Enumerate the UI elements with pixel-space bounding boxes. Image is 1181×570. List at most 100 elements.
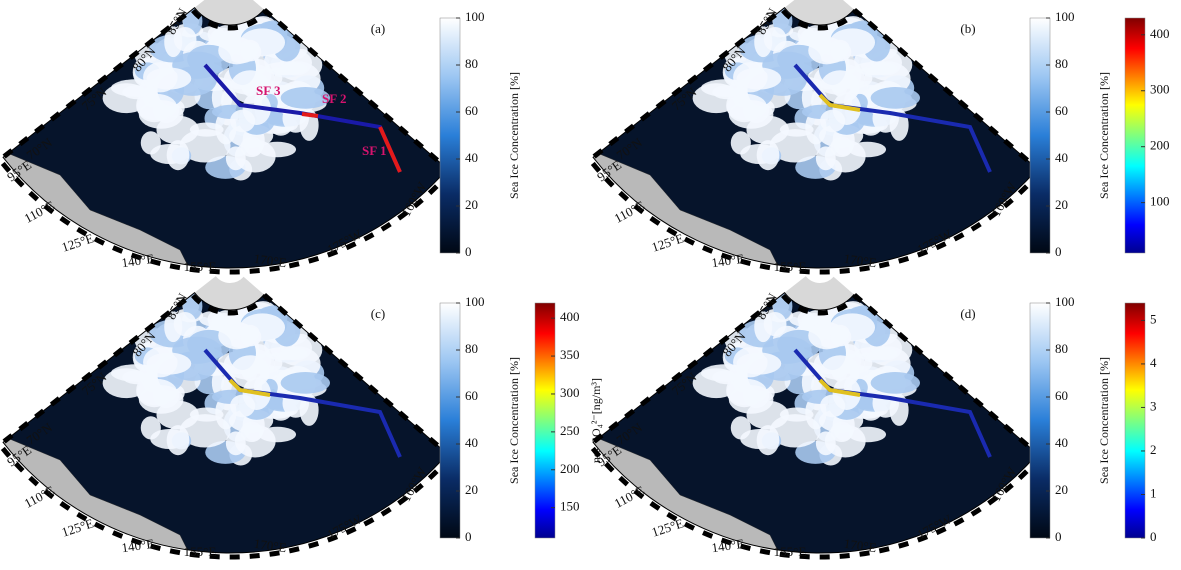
sea-ice: [230, 394, 256, 418]
track-highlight: [228, 378, 271, 397]
colorbar-tick-label: 80: [1055, 341, 1068, 356]
colorbar: [1124, 17, 1146, 254]
colorbar-tick-label: 40: [465, 150, 478, 165]
colorbar-tick-label: 0: [1055, 529, 1062, 544]
colorbar-tick-label: 0: [465, 529, 472, 544]
colorbar-title: Sea Ice Concentration [%]: [1097, 357, 1111, 484]
longitude-label: 125°E: [60, 230, 96, 254]
sea-ice: [730, 131, 751, 155]
colorbar: [1029, 302, 1051, 539]
colorbar-tick-label: 4: [1150, 355, 1157, 370]
colorbar-tick-label: 300: [560, 385, 580, 400]
longitude-label: 110°E: [22, 197, 57, 225]
sea-ice: [763, 26, 787, 52]
colorbar: [439, 17, 461, 254]
colorbar-tick-label: 100: [1055, 294, 1075, 309]
longitude-label: 125°E: [650, 230, 686, 254]
ship-track: [793, 63, 992, 173]
sea-ice: [146, 67, 192, 90]
colorbar-tick-label: 250: [560, 423, 580, 438]
sea-ice: [870, 87, 920, 109]
colorbar-tick-label: 40: [1055, 150, 1068, 165]
colorbar: [1029, 17, 1051, 254]
colorbar-tick-label: 40: [1055, 435, 1068, 450]
sea-ice: [736, 67, 782, 90]
colorbar-tick-label: 300: [1150, 82, 1170, 97]
longitude-label: 155°E: [774, 259, 807, 274]
sea-ice: [756, 140, 780, 171]
colorbar-title: Sea Ice Concentration [%]: [507, 72, 521, 199]
sea-ice: [166, 140, 190, 171]
colorbar-tick-label: 20: [1055, 197, 1068, 212]
longitude-label: 110°E: [612, 197, 647, 225]
sea-ice: [166, 425, 190, 456]
longitude-label: 155°E: [184, 259, 217, 274]
panel-label: (a): [371, 21, 385, 36]
colorbar-tick-label: 80: [1055, 56, 1068, 71]
sea-ice: [173, 26, 197, 52]
colorbar-title: Sea Ice Concentration [%]: [507, 357, 521, 484]
pole-cap: [784, 276, 854, 310]
map-frame: [2, 292, 449, 554]
panel: SF 3SF 2SF 185°N80°N75°N70°N95°E110°E125…: [0, 0, 521, 275]
colorbar-tick-label: 400: [560, 309, 580, 324]
colorbar-tick-label: 20: [465, 197, 478, 212]
map-frame: [592, 7, 1039, 269]
colorbar-tick-label: 150: [560, 499, 580, 514]
sea-ice: [156, 400, 199, 430]
colorbar-tick-label: 100: [465, 294, 485, 309]
sea-ice: [830, 327, 852, 347]
colorbar: [534, 302, 556, 539]
colorbar-tick-label: 100: [1055, 9, 1075, 24]
pole-cap: [194, 0, 264, 25]
colorbar-tick-label: 0: [1150, 529, 1157, 544]
colorbar-tick-label: 2: [1150, 442, 1157, 457]
colorbar-tick-label: 200: [1150, 138, 1170, 153]
sea-ice: [830, 42, 852, 62]
track-label: SF 1: [362, 143, 386, 158]
colorbar-tick-label: 20: [465, 482, 478, 497]
map-frame: [592, 292, 1039, 554]
track-highlight: [818, 378, 861, 397]
colorbar-tick-label: 60: [1055, 103, 1068, 118]
longitude-label: 170°E: [843, 251, 877, 270]
sea-ice: [820, 394, 846, 418]
longitude-label: 170°E: [253, 536, 287, 555]
longitude-label: 110°E: [612, 482, 647, 510]
track-segment: [301, 112, 319, 118]
longitude-label: 155°E: [184, 544, 217, 559]
frame-ticks: [0, 6, 454, 275]
sea-ice: [156, 115, 199, 145]
map-frame: [2, 7, 449, 269]
frame-ticks: [586, 291, 1044, 560]
sea-ice: [820, 109, 846, 133]
colorbar: [439, 302, 461, 539]
colorbar-tick-label: 20: [1055, 482, 1068, 497]
track-label: SF 2: [322, 91, 346, 106]
colorbar-tick-label: 400: [1150, 26, 1170, 41]
longitude-label: 140°E: [121, 536, 155, 555]
sea-ice: [240, 327, 262, 347]
panel-label: (c): [371, 306, 385, 321]
sea-ice: [280, 87, 330, 109]
sea-ice: [736, 352, 782, 375]
colorbar-tick-label: 60: [465, 103, 478, 118]
longitude-label: 140°E: [121, 251, 155, 270]
track-label: SF 3: [256, 83, 281, 98]
colorbar-tick-label: 80: [465, 56, 478, 71]
colorbar: [1124, 302, 1146, 539]
sea-ice: [746, 115, 789, 145]
colorbar-tick-label: 60: [465, 388, 478, 403]
sea-ice: [746, 400, 789, 430]
track-segment: [378, 126, 402, 173]
longitude-label: 140°E: [711, 536, 745, 555]
longitude-label: 125°E: [650, 515, 686, 539]
frame-ticks: [586, 6, 1044, 275]
colorbar-tick-label: 80: [465, 341, 478, 356]
colorbar-tick-label: 1: [1150, 485, 1157, 500]
colorbar-tick-label: 0: [1055, 244, 1062, 259]
colorbar-tick-label: 100: [465, 9, 485, 24]
colorbar-title: MSA⁻[ng/m³]: [1179, 386, 1181, 455]
